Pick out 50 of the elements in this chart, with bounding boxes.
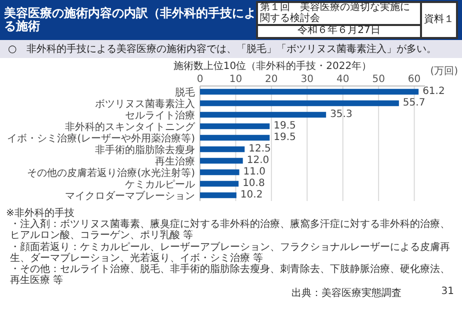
y-tick-label: ケミカルピール xyxy=(125,179,195,190)
bar xyxy=(200,169,240,176)
text: 55.7 xyxy=(402,98,426,109)
text: 11.0 xyxy=(243,166,266,178)
bar xyxy=(200,134,270,141)
text: 19.5 xyxy=(274,132,296,144)
text: 美容医療の施術内容の内訳（非外科的手技による施術 xyxy=(4,6,256,34)
y-tick-label: マイクロダーマブレーション xyxy=(65,190,195,202)
bar xyxy=(200,180,239,187)
bar xyxy=(200,123,270,130)
y-tick-label: 非手術的脂肪除去瘦身 xyxy=(95,144,195,156)
text: 第１回 美容医療の適切な実施に関する検討会 xyxy=(257,2,421,26)
chart-title: 施術数上位10位（非外科的手技・2022年） xyxy=(173,60,372,72)
bar xyxy=(200,158,243,164)
x-tick-label: 40 xyxy=(336,74,350,85)
text: ※非外科的手技 xyxy=(6,208,76,219)
x-tick-label: 0 xyxy=(196,74,204,85)
text: ・顔面若返り：ケミカルピール、レーザーアブレーション、フラクショナルレーザーによる皮膚再生、ダーマブレーション、光若返り、イボ・シミ治療 等 xyxy=(9,242,451,264)
text: 35.3 xyxy=(330,109,352,120)
bar xyxy=(200,146,245,152)
x-tick-label: 20 xyxy=(265,74,278,85)
source-note: 出典：美容医療実態調査 xyxy=(291,286,402,300)
text: ・注入剤：ボツリヌス菌毒素、腋臭症に対する非外科的治療、腋窩多汗症に対する非外科的治療、ヒアルロン酸、コラーゲン、ポリ乳酸 等 xyxy=(9,219,451,242)
y-tick-label: 再生治療 xyxy=(155,155,195,168)
text: 令和６年６月27日 xyxy=(257,25,421,38)
bar xyxy=(200,112,326,118)
x-tick-label: 10 xyxy=(229,74,242,85)
x-tick-label: 50 xyxy=(372,74,385,85)
y-tick-label: イボ・シミ治療(レーザーや外用薬治療等) xyxy=(7,132,196,144)
bar xyxy=(200,88,419,95)
y-tick-label: 脱毛 xyxy=(175,86,195,98)
text: 資料１ xyxy=(421,2,457,38)
text: ○ 非外科的手技による美容医療の施術内容では、「脱毛」「ボツリヌス菌毒素注入」が多い。 xyxy=(0,40,462,58)
text: 12.5 xyxy=(248,144,271,155)
text: 12.0 xyxy=(246,155,270,166)
text: 31 xyxy=(441,286,454,300)
x-axis-title: (万回) xyxy=(430,66,458,77)
y-tick-label: ボツリヌス菌毒素注入 xyxy=(95,98,195,110)
text: 10.2 xyxy=(240,190,263,201)
x-tick-label: 60 xyxy=(408,74,421,85)
x-tick-label: 30 xyxy=(300,74,314,85)
text: 61.2 xyxy=(422,86,445,98)
text: 19.5 xyxy=(274,120,296,132)
y-tick-label: セルライト治療 xyxy=(125,109,195,122)
bar xyxy=(200,192,236,198)
text: 10.8 xyxy=(242,178,265,190)
y-tick-label: その他の皮膚若返り治療(水光注射等) xyxy=(27,166,196,179)
y-tick-label: 非外科的スキンタイトニング xyxy=(65,120,196,133)
text: ・その他：セルライト治療、脱毛、非手術的脂肪除去瘦身、刺青除去、下肢静脈治療、硬化療法、再生医療 等 xyxy=(9,264,451,286)
bar xyxy=(200,100,399,106)
